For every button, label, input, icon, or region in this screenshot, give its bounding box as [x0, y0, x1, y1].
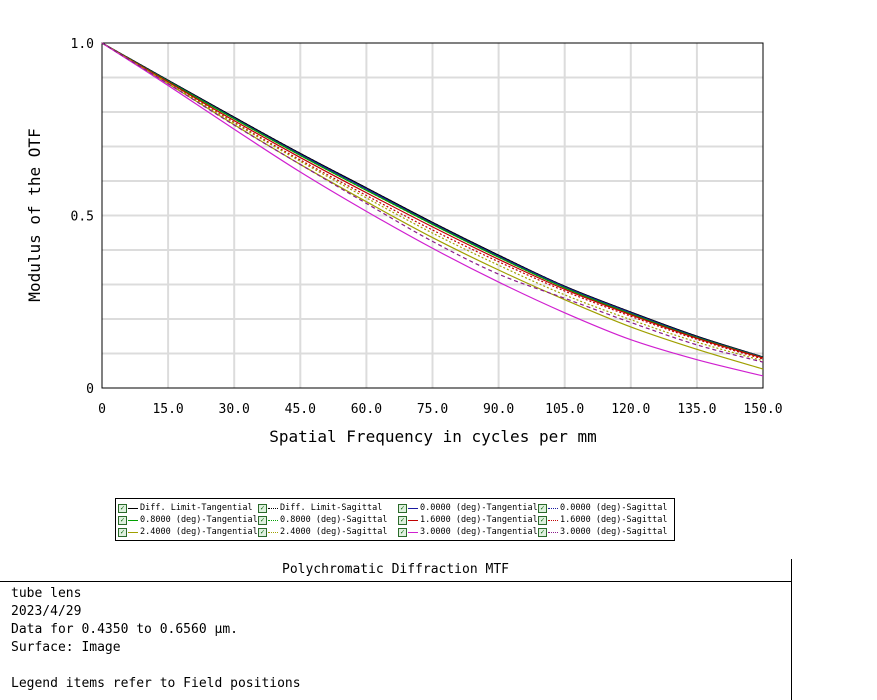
legend-checkbox-icon[interactable]: ✓ — [538, 515, 547, 525]
info-line: tube lens — [11, 586, 82, 601]
legend-item[interactable]: ✓ 2.4000 (deg)-Tangential — [118, 526, 258, 538]
info-line: Data for 0.4350 to 0.6560 µm. — [11, 622, 238, 637]
legend-checkbox-icon[interactable]: ✓ — [398, 527, 407, 537]
x-tick-label: 60.0 — [351, 402, 382, 417]
x-tick-label: 90.0 — [483, 402, 514, 417]
x-tick-label: 150.0 — [743, 402, 782, 417]
legend-label: Diff. Limit-Sagittal — [280, 503, 383, 513]
series-line-11 — [101, 42, 764, 363]
y-tick-label: 0.5 — [71, 210, 94, 225]
legend-line-swatch — [408, 519, 418, 521]
x-tick-label: 120.0 — [611, 402, 650, 417]
series-line-10 — [101, 42, 764, 377]
legend-label: 2.4000 (deg)-Sagittal — [280, 527, 388, 537]
x-tick-label: 75.0 — [417, 402, 448, 417]
legend-checkbox-icon[interactable]: ✓ — [398, 515, 407, 525]
legend-label: 3.0000 (deg)-Sagittal — [560, 527, 668, 537]
chart-legend: ✓ Diff. Limit-Tangential ✓ Diff. Limit-Sagi… — [115, 498, 675, 541]
legend-label: 0.8000 (deg)-Tangential — [140, 515, 258, 525]
info-line: Surface: Image — [11, 640, 121, 655]
legend-line-swatch — [268, 519, 278, 521]
legend-checkbox-icon[interactable]: ✓ — [538, 527, 547, 537]
series-line-8 — [101, 42, 764, 370]
x-tick-labels: 0 15.0 30.0 45.0 60.0 75.0 90.0 105.0 120.0 135.0… — [98, 402, 782, 417]
y-axis-title: Modulus of the OTF — [25, 128, 44, 301]
legend-item[interactable]: ✓ 0.8000 (deg)-Sagittal — [258, 514, 398, 526]
series-line-9 — [101, 42, 764, 362]
x-axis-title: Spatial Frequency in cycles per mm — [269, 427, 597, 446]
legend-line-swatch — [268, 531, 278, 533]
legend-line-swatch — [128, 507, 138, 509]
x-tick-label: 105.0 — [545, 402, 584, 417]
series-line-1 — [101, 42, 764, 358]
chart-grid — [102, 43, 763, 388]
x-tick-label: 45.0 — [285, 402, 316, 417]
legend-line-swatch — [268, 507, 278, 509]
legend-line-swatch — [408, 531, 418, 533]
legend-line-swatch — [128, 519, 138, 521]
x-tick-label: 135.0 — [677, 402, 716, 417]
chart-series — [101, 42, 764, 377]
legend-line-swatch — [548, 519, 558, 521]
legend-label: 1.6000 (deg)-Sagittal — [560, 515, 668, 525]
series-line-7 — [101, 42, 764, 360]
legend-checkbox-icon[interactable]: ✓ — [118, 515, 127, 525]
legend-item[interactable]: ✓ 0.8000 (deg)-Tangential — [118, 514, 258, 526]
legend-item[interactable]: ✓ 3.0000 (deg)-Sagittal — [538, 526, 678, 538]
legend-checkbox-icon[interactable]: ✓ — [258, 503, 267, 513]
legend-label: 1.6000 (deg)-Tangential — [420, 515, 538, 525]
series-line-6 — [101, 42, 764, 359]
info-line: 2023/4/29 — [11, 604, 82, 619]
legend-label: 0.0000 (deg)-Sagittal — [560, 503, 668, 513]
legend-line-swatch — [548, 531, 558, 533]
x-tick-label: 15.0 — [152, 402, 183, 417]
legend-line-swatch — [128, 531, 138, 533]
info-panel-title: Polychromatic Diffraction MTF — [0, 559, 791, 582]
info-lines: tube lens 2023/4/29 Data for 0.4350 to 0.6… — [0, 582, 791, 693]
legend-checkbox-icon[interactable]: ✓ — [118, 503, 127, 513]
legend-label: 3.0000 (deg)-Tangential — [420, 527, 538, 537]
legend-item[interactable]: ✓ 1.6000 (deg)-Sagittal — [538, 514, 678, 526]
mtf-chart: 0 15.0 30.0 45.0 60.0 75.0 90.0 105.0 120.0 135.0… — [25, 37, 783, 446]
y-tick-label: 1.0 — [71, 37, 94, 52]
info-panel: Polychromatic Diffraction MTF tube lens 2… — [0, 559, 792, 700]
legend-checkbox-icon[interactable]: ✓ — [398, 503, 407, 513]
legend-item[interactable]: ✓ 0.0000 (deg)-Tangential — [398, 502, 538, 514]
y-tick-labels: 0 0.5 1.0 — [71, 37, 94, 397]
info-line — [11, 657, 791, 675]
legend-item[interactable]: ✓ 3.0000 (deg)-Tangential — [398, 526, 538, 538]
legend-item[interactable]: ✓ 2.4000 (deg)-Sagittal — [258, 526, 398, 538]
legend-item[interactable]: ✓ Diff. Limit-Tangential — [118, 502, 258, 514]
info-line: Legend items refer to Field positions — [11, 676, 301, 691]
legend-item[interactable]: ✓ 1.6000 (deg)-Tangential — [398, 514, 538, 526]
legend-line-swatch — [548, 507, 558, 509]
x-tick-label: 30.0 — [219, 402, 250, 417]
legend-label: 0.0000 (deg)-Tangential — [420, 503, 538, 513]
legend-label: Diff. Limit-Tangential — [140, 503, 253, 513]
legend-item[interactable]: ✓ Diff. Limit-Sagittal — [258, 502, 398, 514]
y-tick-label: 0 — [86, 382, 94, 397]
legend-item[interactable]: ✓ 0.0000 (deg)-Sagittal — [538, 502, 678, 514]
plot-frame — [101, 42, 764, 389]
legend-label: 0.8000 (deg)-Sagittal — [280, 515, 388, 525]
legend-checkbox-icon[interactable]: ✓ — [258, 527, 267, 537]
legend-label: 2.4000 (deg)-Tangential — [140, 527, 258, 537]
x-tick-label: 0 — [98, 402, 106, 417]
legend-line-swatch — [408, 507, 418, 509]
series-line-5 — [101, 42, 764, 359]
legend-checkbox-icon[interactable]: ✓ — [118, 527, 127, 537]
legend-checkbox-icon[interactable]: ✓ — [258, 515, 267, 525]
legend-checkbox-icon[interactable]: ✓ — [538, 503, 547, 513]
